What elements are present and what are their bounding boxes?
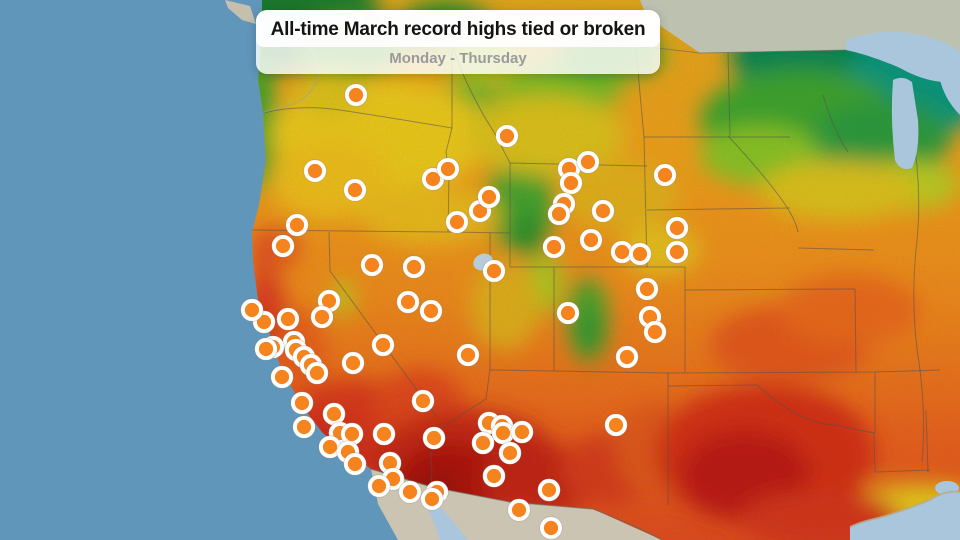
- record-high-marker: [415, 393, 431, 409]
- record-high-marker: [657, 167, 673, 183]
- record-high-marker: [274, 369, 290, 385]
- record-high-marker: [551, 206, 567, 222]
- us-mexico-border: [370, 468, 663, 540]
- record-high-marker: [347, 182, 363, 198]
- record-high-marker: [669, 220, 685, 236]
- record-high-marker: [344, 426, 360, 442]
- record-markers-layer: [240, 83, 689, 540]
- record-high-marker: [382, 455, 398, 471]
- record-high-marker: [639, 281, 655, 297]
- record-high-marker: [619, 349, 635, 365]
- record-high-marker: [256, 314, 272, 330]
- record-high-marker: [563, 175, 579, 191]
- record-high-marker: [614, 244, 630, 260]
- record-high-marker: [289, 217, 305, 233]
- record-high-marker: [541, 482, 557, 498]
- record-high-marker: [400, 294, 416, 310]
- record-high-marker: [514, 424, 530, 440]
- map-subtitle: Monday - Thursday: [389, 50, 527, 67]
- record-high-marker: [426, 430, 442, 446]
- record-high-marker: [440, 161, 456, 177]
- record-high-marker: [583, 232, 599, 248]
- vancouver-island: [225, 0, 256, 24]
- record-high-marker: [449, 214, 465, 230]
- record-high-marker: [502, 445, 518, 461]
- record-high-marker: [460, 347, 476, 363]
- record-high-marker: [280, 311, 296, 327]
- record-high-marker: [314, 309, 330, 325]
- record-high-marker: [294, 395, 310, 411]
- record-high-marker: [275, 238, 291, 254]
- record-high-marker: [371, 478, 387, 494]
- record-high-marker: [258, 341, 274, 357]
- record-high-marker: [375, 337, 391, 353]
- record-high-marker: [425, 171, 441, 187]
- record-high-marker: [406, 259, 422, 275]
- record-high-marker: [347, 456, 363, 472]
- record-high-marker: [423, 303, 439, 319]
- us-temperature-field: [252, 0, 960, 540]
- record-high-marker: [307, 163, 323, 179]
- record-high-marker: [326, 406, 342, 422]
- record-high-marker: [481, 189, 497, 205]
- record-high-marker: [472, 203, 488, 219]
- record-high-marker: [580, 154, 596, 170]
- great-lakes: [846, 31, 960, 169]
- record-high-marker: [546, 239, 562, 255]
- record-high-marker: [475, 435, 491, 451]
- record-high-marker: [244, 302, 260, 318]
- record-high-marker: [632, 246, 648, 262]
- record-high-marker: [647, 324, 663, 340]
- record-high-marker: [321, 293, 337, 309]
- record-high-marker: [322, 439, 338, 455]
- record-high-marker: [402, 484, 418, 500]
- record-high-marker: [364, 257, 380, 273]
- title-card: All-time March record highs tied or brok…: [256, 10, 660, 74]
- record-high-marker: [486, 468, 502, 484]
- record-high-marker: [348, 87, 364, 103]
- record-high-marker: [560, 305, 576, 321]
- map-title: All-time March record highs tied or brok…: [256, 10, 660, 47]
- record-high-marker: [642, 309, 658, 325]
- record-high-marker: [595, 203, 611, 219]
- record-high-marker: [296, 419, 312, 435]
- record-high-marker: [499, 128, 515, 144]
- record-high-marker: [511, 502, 527, 518]
- gulf-of-mexico: [849, 481, 960, 540]
- record-high-marker: [345, 355, 361, 371]
- record-high-marker: [608, 417, 624, 433]
- record-high-marker: [309, 365, 325, 381]
- record-high-marker: [486, 263, 502, 279]
- record-high-marker: [495, 425, 511, 441]
- record-high-marker: [424, 491, 440, 507]
- record-high-marker: [543, 520, 559, 536]
- record-high-marker: [376, 426, 392, 442]
- record-high-marker: [669, 244, 685, 260]
